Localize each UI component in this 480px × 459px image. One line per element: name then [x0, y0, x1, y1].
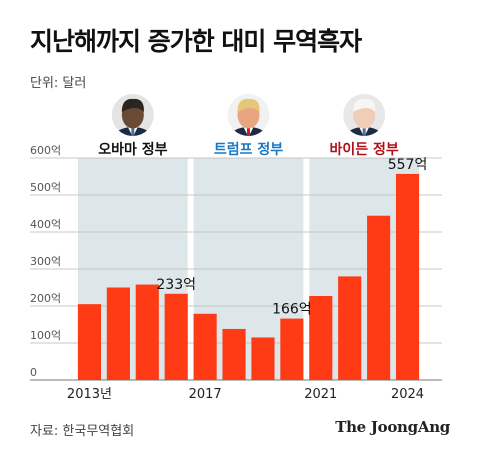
chart-title: 지난해까지 증가한 대미 무역흑자	[30, 27, 362, 56]
period-label: 바이든 정부	[330, 141, 399, 158]
bar-2020	[280, 318, 304, 380]
bars	[77, 173, 420, 380]
bar-2013	[77, 304, 102, 380]
y-tick-label: 600억	[30, 144, 61, 157]
x-tick-label: 2013년	[67, 387, 112, 402]
x-tick-label: 2017	[189, 387, 222, 402]
bar-2019	[251, 337, 275, 380]
data-labels: 233억 166억 557억	[156, 157, 427, 318]
period-headers: 오바마 정부 트럼프 정부 바이든 정부	[98, 94, 399, 158]
x-tick-label: 2024	[391, 387, 424, 402]
y-axis-ticks: 0 100억 200억 300억 400억 500억 600억	[30, 144, 61, 379]
unit-label: 단위: 달러	[30, 76, 87, 91]
portrait-biden	[343, 94, 386, 136]
portrait-trump	[227, 94, 270, 136]
bar-2023	[367, 215, 391, 380]
data-label: 166억	[272, 302, 312, 318]
data-label: 233억	[156, 277, 196, 293]
portrait-obama	[111, 94, 154, 136]
period-label: 트럼프 정부	[214, 141, 283, 158]
bar-2017	[193, 313, 217, 380]
period-label: 오바마 정부	[98, 141, 167, 158]
bar-2016	[164, 293, 188, 380]
y-tick-label: 300억	[30, 255, 61, 268]
publisher-logo: The JoongAng	[335, 418, 450, 436]
bar-2014	[106, 287, 130, 380]
y-tick-label: 0	[30, 366, 37, 379]
bar-2018	[222, 328, 246, 380]
y-tick-label: 200억	[30, 292, 61, 305]
x-axis-ticks: 2013년 2017 2021 2024	[67, 387, 424, 402]
y-tick-label: 100억	[30, 329, 61, 342]
y-tick-label: 400억	[30, 218, 61, 231]
x-tick-label: 2021	[304, 387, 337, 402]
data-label: 557억	[388, 157, 428, 173]
y-tick-label: 500억	[30, 181, 61, 194]
bar-2024	[395, 173, 420, 380]
bar-2021	[309, 296, 333, 380]
bar-2015	[135, 284, 159, 380]
bar-2022	[338, 276, 362, 380]
source-note: 자료: 한국무역협회	[30, 424, 135, 439]
